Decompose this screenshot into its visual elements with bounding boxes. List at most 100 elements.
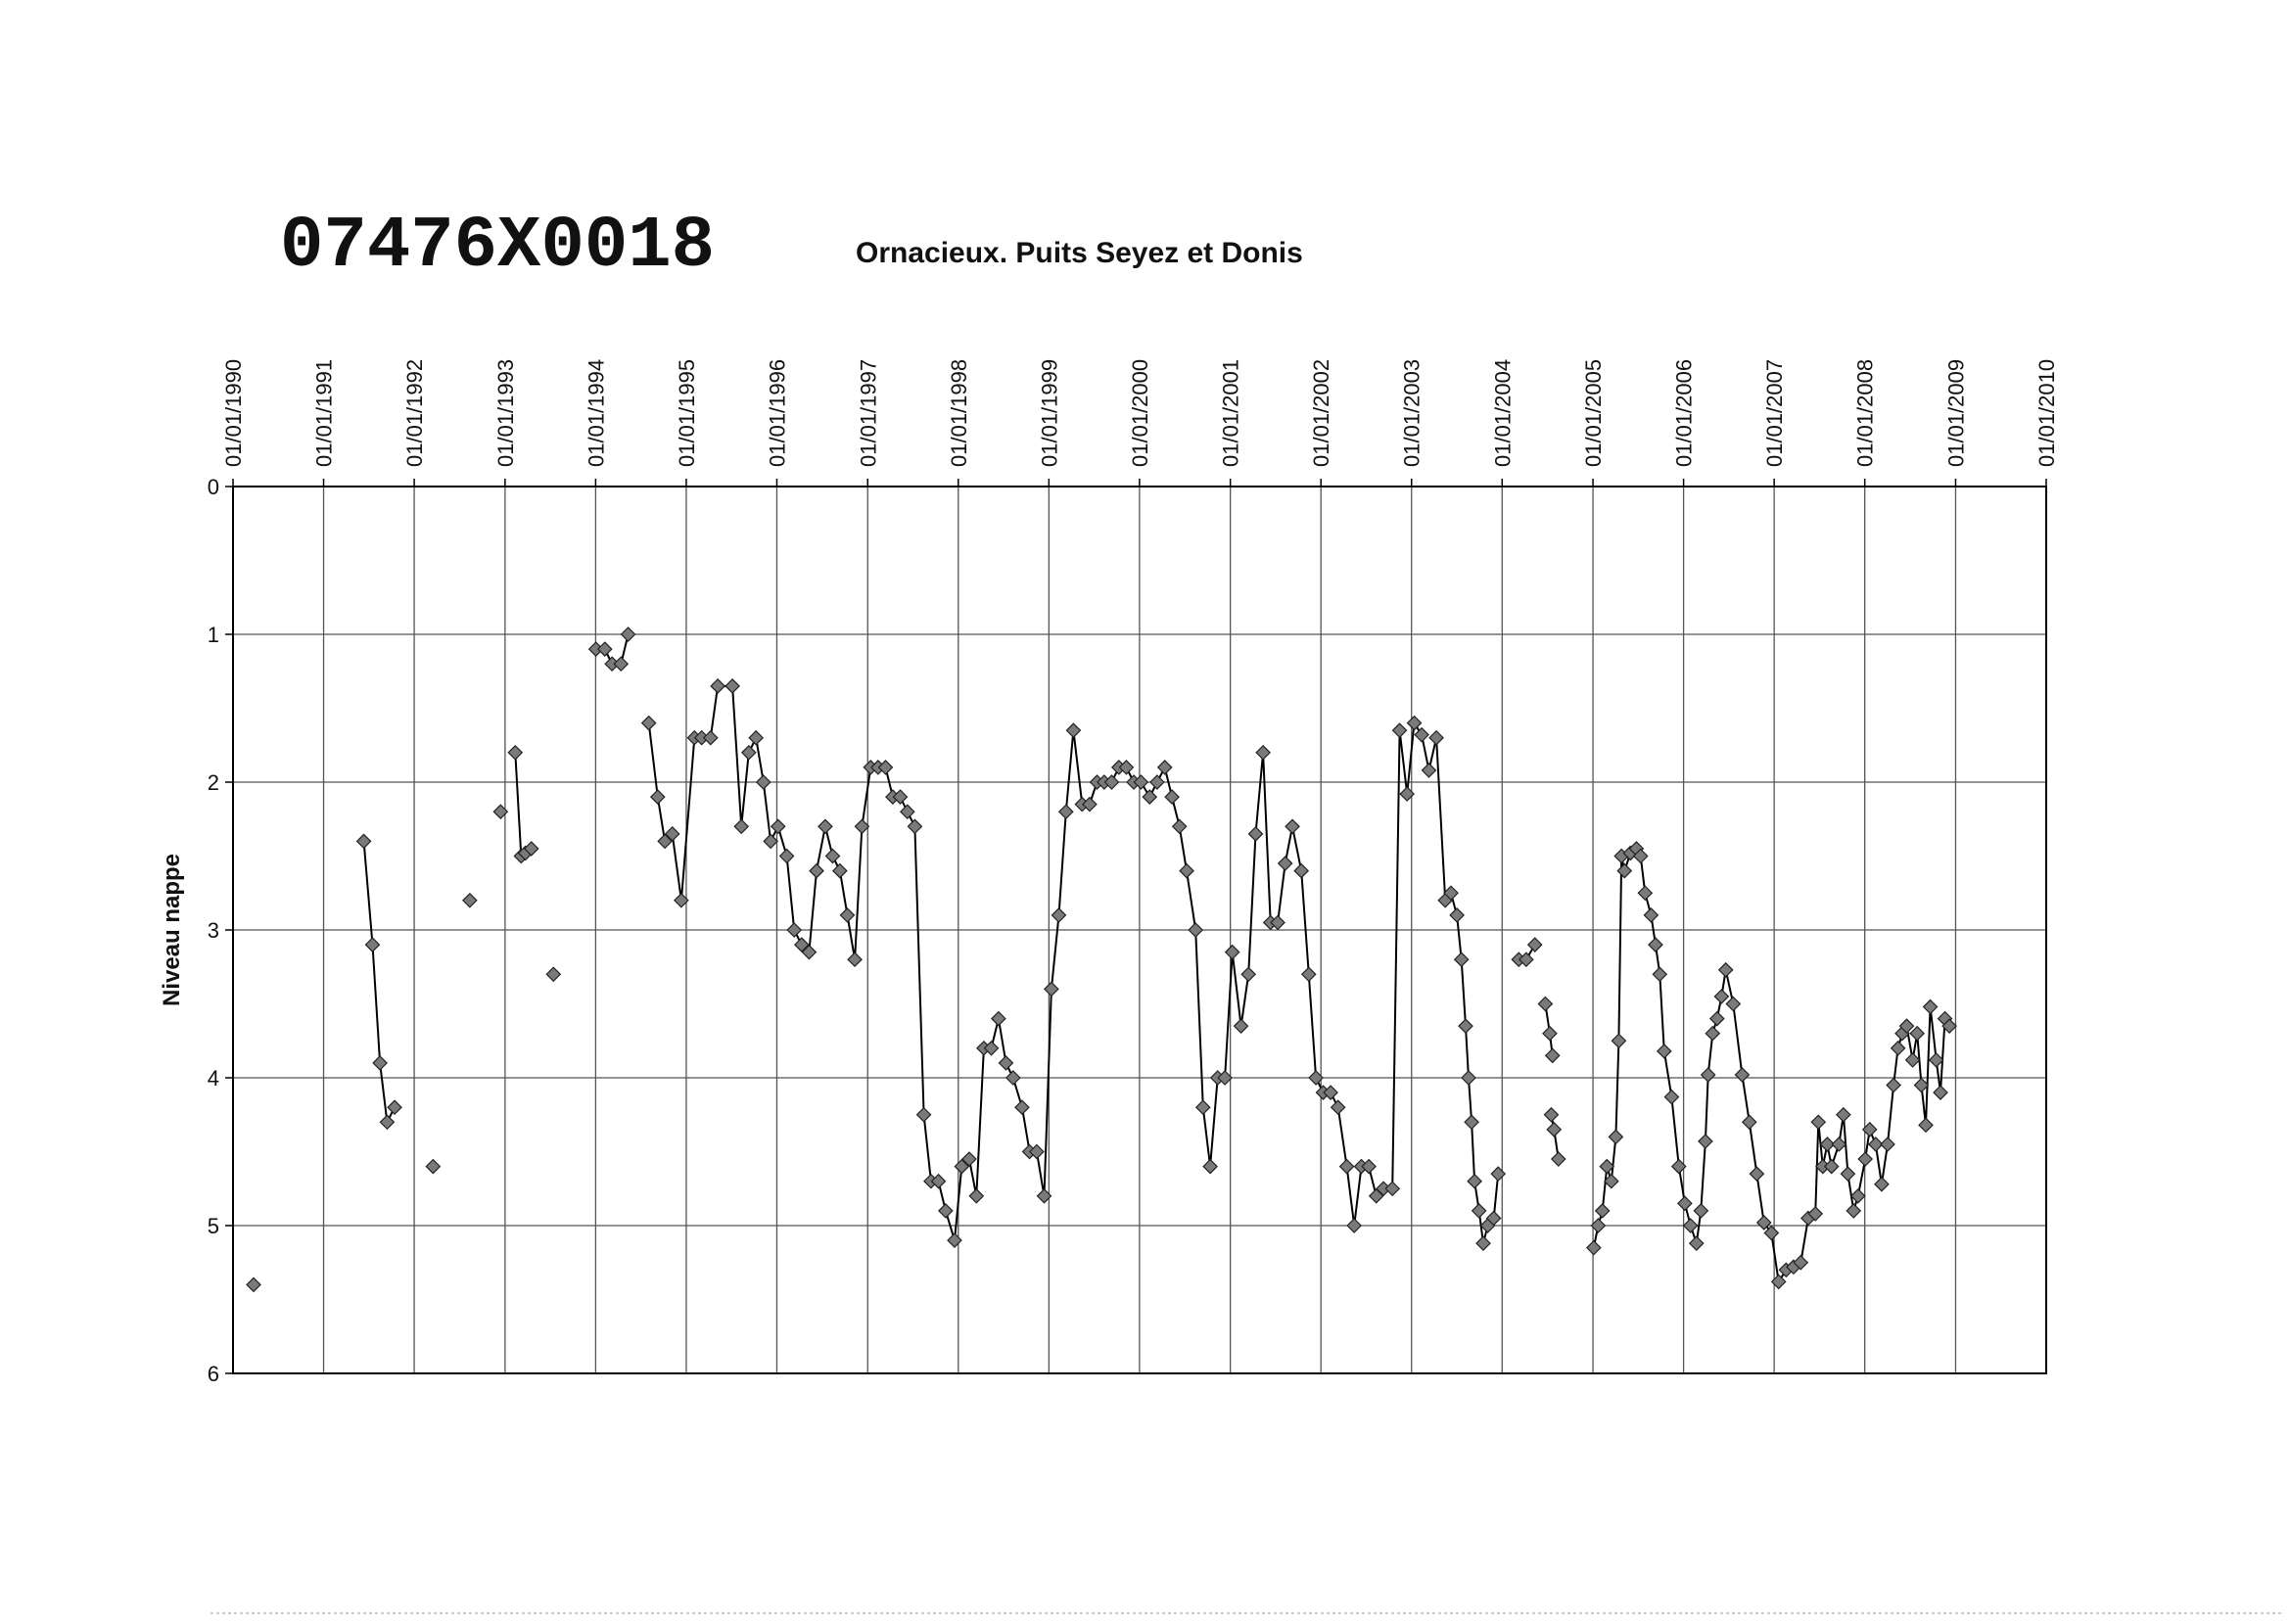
data-point [930,1173,947,1189]
data-point [1399,786,1416,802]
data-point [1770,1274,1787,1290]
data-point [425,1158,442,1175]
data-point [1194,1099,1211,1116]
x-tick-label: 01/01/1992 [402,359,427,467]
data-point [1682,1218,1699,1233]
x-tick-label: 01/01/1998 [947,359,971,467]
data-point [724,678,740,694]
data-point [740,744,757,761]
data-point [1391,722,1408,738]
y-tick-label: 3 [208,918,219,943]
data-point [1648,937,1663,952]
data-point [877,760,894,775]
data-point [915,1106,932,1123]
data-point [545,966,562,983]
data-point [1202,1158,1218,1175]
data-point [1611,1033,1627,1049]
data-point [1449,907,1465,923]
data-point [1461,1070,1476,1086]
x-tick-label: 01/01/2005 [1581,359,1606,467]
data-point [899,804,915,820]
data-point [1443,885,1459,902]
data-point [1705,1025,1721,1042]
data-point [596,641,613,657]
data-point [1051,907,1067,923]
x-tick-label: 01/01/2008 [1853,359,1878,467]
data-point [649,789,666,805]
data-point [954,1158,970,1175]
data-point [1133,774,1149,790]
data-point [674,892,689,908]
data-point [1913,1077,1930,1093]
data-point [1171,818,1188,835]
data-point [1270,914,1285,931]
data-point [1384,1181,1401,1197]
data-point [613,656,630,673]
data-point [1677,1195,1693,1212]
data-point [793,937,810,952]
data-point [1300,966,1317,983]
data-point [1663,1089,1680,1105]
data-point [832,862,848,879]
data-point [1713,989,1730,1004]
data-point [1725,996,1742,1012]
data-point [1453,951,1470,968]
x-tick-label: 01/01/1994 [584,359,608,467]
data-point [1698,1134,1713,1149]
data-point [1255,744,1271,761]
data-point [1861,1122,1878,1137]
data-point [1485,1210,1502,1227]
data-point [1831,1137,1847,1152]
data-point [1285,818,1300,835]
data-point [710,678,725,694]
y-tick-label: 5 [208,1214,219,1238]
data-point [1637,885,1654,902]
data-point [854,818,870,835]
data-point [1886,1077,1901,1093]
data-point [1652,966,1668,983]
x-tick-label: 01/01/2007 [1762,359,1787,467]
data-point [1546,1122,1563,1137]
x-tick-label: 01/01/1996 [765,359,789,467]
data-point [961,1151,977,1167]
data-point [1603,1173,1619,1189]
x-tick-label: 01/01/2002 [1309,359,1333,467]
data-point [372,1055,388,1071]
data-point [1874,1176,1890,1192]
data-point [1933,1085,1948,1100]
data-point [1941,1018,1957,1034]
data-point [1810,1114,1827,1131]
data-point [968,1187,985,1204]
data-point [991,1010,1006,1027]
data-point [1717,961,1734,978]
data-point [1414,726,1429,743]
y-tick-label: 4 [208,1066,219,1090]
data-point [1700,1067,1716,1083]
data-point [1807,1206,1824,1222]
data-point [657,833,673,850]
data-point [620,626,636,642]
x-tick-label: 01/01/1991 [312,359,337,467]
data-point [1458,1018,1473,1034]
data-point [1293,862,1310,879]
data-point [1421,763,1437,778]
data-point [1224,944,1240,960]
data-point [1406,715,1423,731]
data-point [809,862,824,879]
data-point [1693,1203,1709,1219]
data-point [1544,1047,1561,1064]
data-point [1846,1203,1862,1219]
data-point [763,833,778,850]
data-point [1819,1137,1836,1152]
x-tick-label: 01/01/1999 [1037,359,1061,467]
data-point [664,826,680,842]
data-point [748,729,765,746]
data-point [1323,1085,1338,1100]
data-point [1247,826,1264,842]
data-point [1149,774,1165,790]
data-point [1475,1235,1491,1251]
data-point [1599,1158,1615,1175]
data-point [364,937,381,952]
x-tick-label: 01/01/2000 [1128,359,1152,467]
